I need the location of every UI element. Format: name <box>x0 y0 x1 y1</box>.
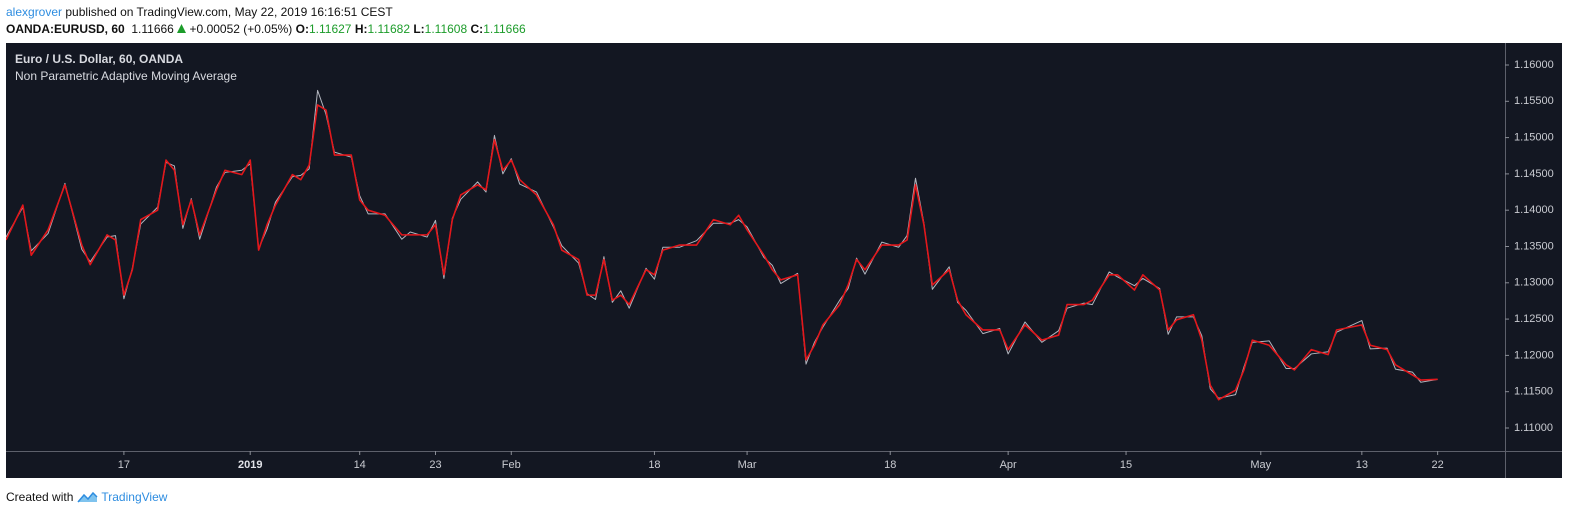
footer-text: Created with <box>6 490 74 504</box>
x-tick-label: 15 <box>1120 459 1132 471</box>
x-tick-label: May <box>1250 459 1271 471</box>
x-tick-label: Apr <box>1000 459 1017 471</box>
y-tick-label: 1.11500 <box>1514 386 1553 398</box>
x-tick-label: 14 <box>354 459 366 471</box>
x-tick-label: Mar <box>738 459 757 471</box>
x-tick-label: 17 <box>118 459 130 471</box>
y-tick-label: 1.13500 <box>1514 240 1554 252</box>
last-price: 1.11666 <box>131 22 174 36</box>
x-tick-label: 18 <box>648 459 660 471</box>
symbol: OANDA:EURUSD, 60 <box>6 22 125 36</box>
x-tick-label: 18 <box>884 459 896 471</box>
close-label: C: <box>470 22 484 36</box>
y-tick-label: 1.15000 <box>1514 132 1554 144</box>
y-tick-label: 1.13000 <box>1514 277 1554 289</box>
quote-line: OANDA:EURUSD, 60 1.11666 +0.00052 (+0.05… <box>6 22 526 36</box>
high-value: 1.11682 <box>367 22 411 36</box>
brand[interactable]: TradingView <box>101 490 168 504</box>
open-value: 1.11627 <box>308 22 352 36</box>
legend-entry: Euro / U.S. Dollar, 60, OANDA <box>15 52 183 66</box>
high-label: H: <box>354 22 368 36</box>
y-tick-label: 1.14500 <box>1514 168 1554 180</box>
publish-line: alexgrover published on TradingView.com,… <box>6 5 393 19</box>
plot-background <box>6 43 1562 478</box>
legend-entry: Non Parametric Adaptive Moving Average <box>15 69 237 83</box>
y-tick-label: 1.12000 <box>1514 349 1554 361</box>
footer: Created with TradingView <box>6 490 167 504</box>
open-label: O: <box>295 22 309 36</box>
change: +0.00052 (+0.05%) <box>189 22 293 36</box>
x-tick-label: Feb <box>502 459 521 471</box>
logo-icon <box>77 491 98 503</box>
y-tick-label: 1.16000 <box>1514 59 1554 71</box>
moving-average-line <box>6 104 1438 401</box>
y-tick-label: 1.11000 <box>1514 422 1553 434</box>
y-tick-label: 1.14000 <box>1514 204 1554 216</box>
x-tick-label: 23 <box>429 459 441 471</box>
x-tick-label: 13 <box>1356 459 1368 471</box>
y-tick-label: 1.12500 <box>1514 313 1554 325</box>
low-value: 1.11608 <box>424 22 468 36</box>
up-arrow <box>177 24 187 33</box>
x-tick-label: 2019 <box>238 459 262 471</box>
low-label: L: <box>413 22 425 36</box>
published-info: published on TradingView.com, May 22, 20… <box>65 5 393 19</box>
y-tick-label: 1.15500 <box>1514 95 1554 107</box>
close-value: 1.11666 <box>483 22 526 36</box>
chart: 1.11000 1.11500 1.12000 1.12500 1.13000 1.135… <box>6 43 1562 478</box>
x-tick-label: 22 <box>1432 459 1444 471</box>
author[interactable]: alexgrover <box>6 5 63 19</box>
